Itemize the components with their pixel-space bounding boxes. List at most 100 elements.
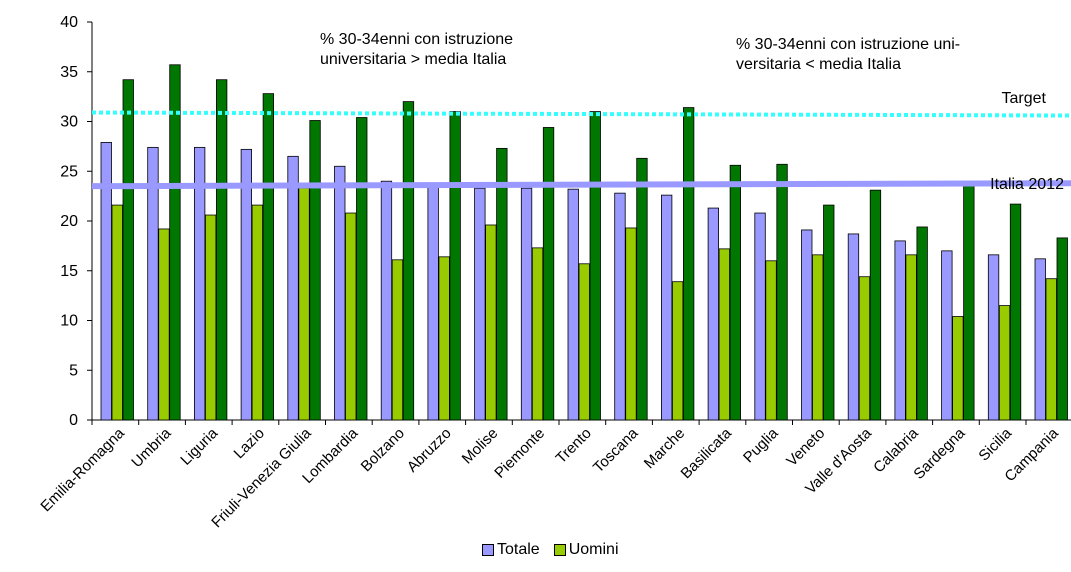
- bar-uomini: [998, 305, 1011, 421]
- x-category-label: Molise: [459, 425, 502, 468]
- bar-totale: [240, 148, 253, 421]
- reference-lines: Target Italia 2012: [91, 90, 1071, 193]
- legend-label-uomini: Uomini: [568, 541, 619, 558]
- x-category-label: Marche: [641, 425, 688, 472]
- y-tick-label: 30: [60, 114, 78, 131]
- x-category-label: Umbria: [128, 424, 175, 471]
- x-category-label: Abruzzo: [404, 425, 455, 476]
- y-tick-label: 25: [60, 163, 78, 180]
- chart-bars: [100, 64, 1068, 421]
- bar-series-3: [869, 189, 882, 421]
- annotation-line: universitaria > media Italia: [320, 51, 506, 68]
- x-category-label: Toscana: [590, 424, 642, 476]
- bar-series-3: [776, 163, 788, 421]
- bar-uomini: [111, 204, 123, 421]
- x-category-label: Bolzano: [358, 425, 408, 475]
- bar-series-3: [309, 120, 321, 421]
- bar-uomini: [251, 204, 264, 421]
- bar-uomini: [905, 254, 917, 421]
- annotation-line: % 30-34enni con istruzione: [320, 31, 513, 48]
- bar-uomini: [625, 227, 637, 421]
- bar-totale: [100, 141, 112, 421]
- bar-uomini: [204, 214, 217, 421]
- y-tick-labels: 0 5 10 15 20 25 30 35 40: [60, 14, 78, 429]
- x-category-label: Trento: [553, 425, 595, 467]
- bar-uomini: [391, 259, 404, 421]
- bar-totale: [567, 188, 579, 421]
- bar-series-3: [356, 117, 368, 421]
- legend-label-totale: Totale: [497, 541, 540, 558]
- bar-series-3: [449, 111, 461, 421]
- legend-swatch-uomini: [553, 544, 566, 556]
- x-category-label: Sardegna: [910, 424, 968, 482]
- bar-series-3: [542, 127, 555, 421]
- bar-series-3: [823, 204, 835, 421]
- x-category-labels: Emilia-Romagna Umbria Liguria LazioFriuli-V…: [37, 424, 1062, 531]
- bar-totale: [520, 187, 533, 421]
- bar-series-3: [589, 111, 601, 421]
- y-tick-label: 35: [60, 64, 78, 81]
- bar-uomini: [672, 281, 684, 421]
- bar-totale: [707, 207, 719, 421]
- bar-totale: [334, 165, 346, 421]
- bar-series-3: [683, 107, 695, 421]
- bar-totale: [847, 233, 860, 421]
- reference-line-italia-2012: [91, 180, 1071, 190]
- bar-uomini: [485, 224, 497, 421]
- bar-totale: [941, 250, 953, 421]
- x-category-label: Sicilia: [975, 424, 1015, 464]
- bar-series-3: [122, 79, 134, 421]
- bar-totale: [894, 240, 906, 421]
- bar-uomini: [298, 187, 310, 421]
- x-category-label: Lazio: [231, 425, 268, 462]
- bar-uomini: [345, 212, 357, 421]
- reference-label-italia-2012: Italia 2012: [990, 176, 1064, 193]
- reference-label-target: Target: [1002, 90, 1047, 107]
- bar-uomini: [858, 276, 871, 421]
- bar-series-3: [496, 147, 508, 421]
- bar-uomini: [158, 228, 170, 421]
- bar-totale: [474, 187, 486, 421]
- bar-totale: [801, 229, 813, 421]
- bar-totale: [427, 184, 439, 421]
- x-category-label: Piemonte: [491, 425, 548, 482]
- y-tick-label: 15: [60, 263, 78, 280]
- y-tick-label: 40: [60, 14, 78, 31]
- chart-annotations: % 30-34enni con istruzione universitaria …: [320, 31, 960, 73]
- bar-totale: [1034, 258, 1046, 421]
- bar-uomini: [531, 247, 544, 421]
- legend-item-uomini: Uomini: [553, 541, 619, 559]
- bar-series-3: [636, 157, 648, 421]
- annotation-line: versitaria < media Italia: [736, 56, 901, 73]
- bar-totale: [287, 155, 299, 421]
- bar-series-3: [1009, 203, 1022, 421]
- bar-series-3: [402, 101, 415, 421]
- x-category-label: Basilicata: [678, 424, 736, 482]
- legend-item-totale: Totale: [482, 541, 540, 559]
- bar-series-3: [215, 79, 228, 421]
- x-category-label: Veneto: [783, 425, 828, 470]
- x-category-label: Liguria: [177, 424, 221, 468]
- bar-totale: [614, 192, 626, 421]
- bar-uomini: [765, 260, 777, 421]
- bar-series-3: [916, 226, 928, 421]
- bar-uomini: [952, 316, 964, 421]
- annotation-line: % 30-34enni con istruzione uni-: [736, 36, 960, 53]
- x-category-label: Puglia: [740, 424, 782, 466]
- legend: Totale Uomini: [482, 541, 619, 559]
- y-tick-label: 20: [60, 213, 78, 230]
- bar-series-3: [729, 164, 741, 421]
- y-tick-label: 0: [69, 412, 78, 429]
- bar-totale: [754, 212, 766, 421]
- bar-series-3: [262, 93, 275, 421]
- bar-totale: [661, 194, 673, 421]
- bar-series-3: [1056, 237, 1068, 421]
- bar-totale: [380, 180, 393, 421]
- bar-uomini: [438, 256, 450, 421]
- bar-uomini: [812, 254, 824, 421]
- bar-uomini: [578, 263, 590, 421]
- bar-totale: [987, 254, 1000, 421]
- bar-totale: [193, 146, 206, 421]
- bar-uomini: [718, 248, 730, 421]
